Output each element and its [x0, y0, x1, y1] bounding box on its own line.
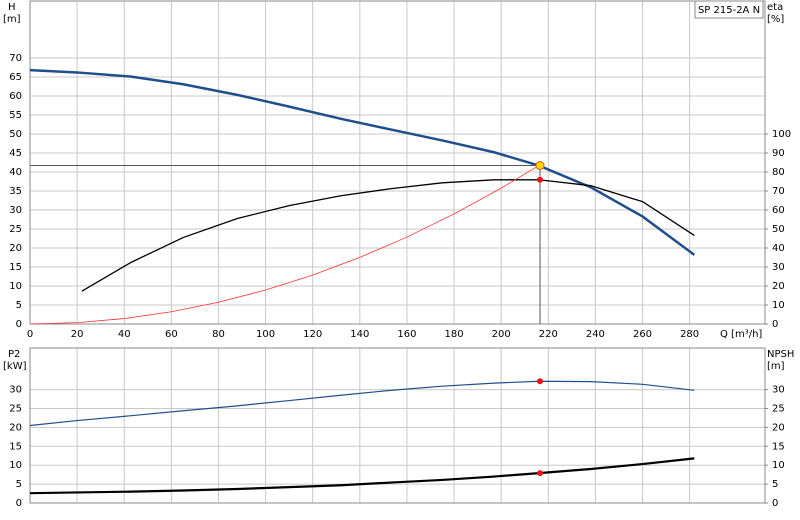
y2-tick-label: 10 [772, 460, 785, 471]
y2-tick-label: 25 [772, 403, 785, 414]
x-tick-label: 240 [586, 329, 605, 340]
y-tick-label: 5 [16, 479, 22, 490]
y-tick-label: 5 [16, 300, 22, 311]
x-tick-label: 80 [212, 329, 225, 340]
model-name: SP 215-2A N [698, 5, 760, 16]
y-tick-label: 65 [9, 72, 22, 83]
y2-tick-label: 10 [772, 300, 785, 311]
x-tick-label: 0 [27, 329, 33, 340]
y2-tick-label: 70 [772, 186, 785, 197]
y2-tick-label: 50 [772, 224, 785, 235]
x-tick-label: 220 [539, 329, 558, 340]
y-tick-label: 35 [9, 186, 22, 197]
y2-tick-label: 80 [772, 167, 785, 178]
y2-tick-label: 30 [772, 262, 785, 273]
y-tick-label: 70 [9, 53, 22, 64]
y-tick-label: 15 [9, 262, 22, 273]
operating-point [537, 378, 544, 385]
y-tick-label: 10 [9, 281, 22, 292]
y-tick-label: 55 [9, 110, 22, 121]
x-tick-label: 100 [256, 329, 275, 340]
y2-tick-label: 20 [772, 422, 785, 433]
plot-frame [29, 347, 766, 504]
y2-tick-label: 40 [772, 243, 785, 254]
model-box [694, 0, 764, 19]
y-tick-label: 20 [9, 243, 22, 254]
y-tick-label: 25 [9, 224, 22, 235]
y2-axis-label: [m] [767, 361, 785, 372]
y-tick-label: 30 [9, 205, 22, 216]
curve [29, 68, 696, 256]
x-tick-label: 260 [633, 329, 652, 340]
y2-tick-label: 20 [772, 281, 785, 292]
y-tick-label: 50 [9, 129, 22, 140]
y-tick-label: 45 [9, 148, 22, 159]
y-axis-label: [m] [3, 14, 21, 25]
x-tick-label: 160 [397, 329, 416, 340]
y2-tick-label: 30 [772, 385, 785, 396]
y2-tick-label: 5 [772, 479, 778, 490]
y2-axis-label: NPSH [767, 349, 794, 360]
y-tick-label: 25 [9, 403, 22, 414]
y2-axis-label: [%] [767, 14, 784, 25]
plot-frame [29, 0, 766, 325]
y2-tick-label: 90 [772, 148, 785, 159]
y-tick-label: 60 [9, 91, 22, 102]
operating-point [537, 176, 544, 183]
curve [81, 179, 695, 292]
x-tick-label: 60 [165, 329, 178, 340]
curve [29, 380, 695, 427]
operating-point [537, 470, 544, 477]
x-tick-label: 280 [680, 329, 699, 340]
y2-axis-label: eta [767, 2, 783, 13]
x-tick-label: 200 [492, 329, 511, 340]
y-tick-label: 15 [9, 441, 22, 452]
x-tick-label: 40 [118, 329, 131, 340]
x-axis-label: Q [m³/h] [720, 329, 762, 340]
y2-tick-label: 0 [772, 498, 778, 509]
y-axis-label: H [8, 2, 16, 13]
x-tick-label: 20 [71, 329, 84, 340]
y-tick-label: 40 [9, 167, 22, 178]
x-tick-label: 120 [303, 329, 322, 340]
curve [29, 165, 540, 325]
y2-tick-label: 60 [772, 205, 785, 216]
y2-tick-label: 0 [772, 319, 778, 330]
operating-point [535, 161, 545, 171]
y2-tick-label: 100 [772, 129, 791, 140]
x-tick-label: 180 [444, 329, 463, 340]
y-tick-label: 10 [9, 460, 22, 471]
y-tick-label: 0 [16, 498, 22, 509]
y-axis-label: P2 [8, 349, 20, 360]
y2-tick-label: 15 [772, 441, 785, 452]
y-tick-label: 20 [9, 422, 22, 433]
curve [29, 457, 695, 495]
y-tick-label: 30 [9, 385, 22, 396]
x-tick-label: 140 [350, 329, 369, 340]
y-axis-label: [kW] [3, 361, 27, 372]
y-tick-label: 0 [16, 319, 22, 330]
